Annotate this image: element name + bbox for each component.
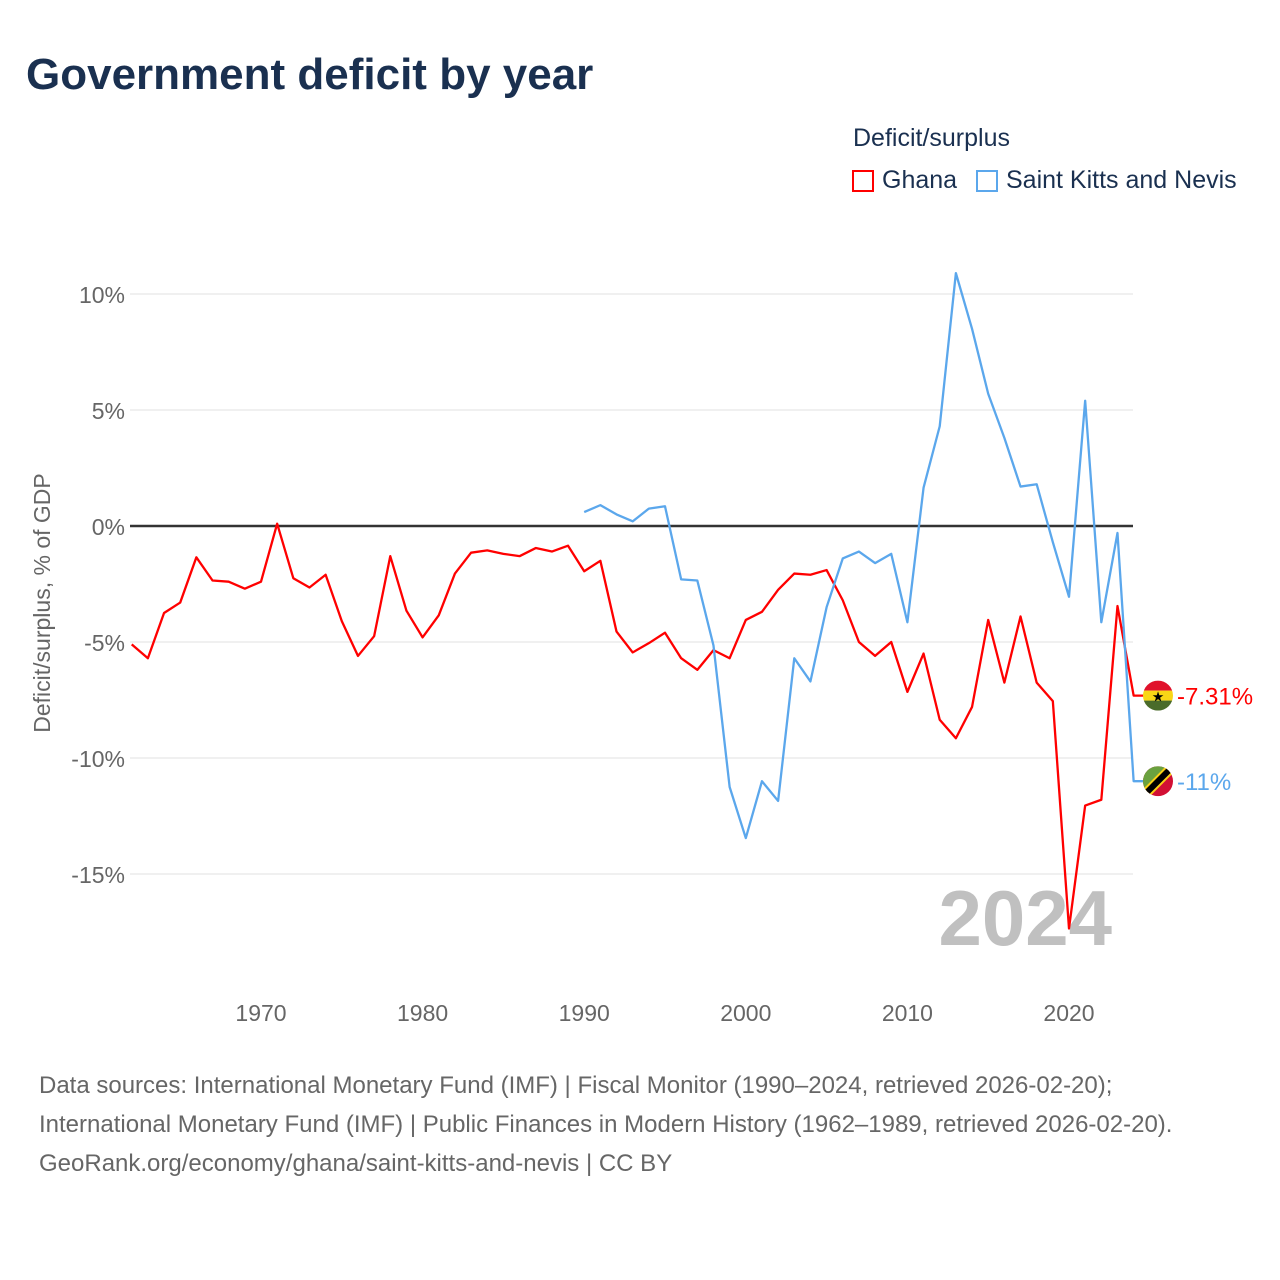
saint-kitts-flag-icon	[1143, 766, 1173, 797]
x-tick-label: 2010	[882, 1000, 933, 1026]
flag-black	[1143, 766, 1173, 797]
legend-swatch-ghana	[852, 169, 874, 192]
legend-item-saint-kitts[interactable]: Saint Kitts and Nevis	[976, 166, 1237, 195]
ghana-flag-icon: ★	[1143, 680, 1173, 711]
y-tick-label: -5%	[84, 630, 125, 656]
flag-stripe	[1143, 680, 1173, 691]
flag-stripe	[1143, 700, 1173, 711]
x-tick-label: 1980	[397, 1000, 448, 1026]
legend-title: Deficit/surplus	[853, 124, 1010, 152]
series-line-ghana	[130, 522, 1144, 930]
end-value-label: -11%	[1177, 769, 1231, 796]
x-tick-label: 2000	[720, 1000, 771, 1026]
legend-item-ghana[interactable]: Ghana	[852, 166, 957, 195]
data-sources: Data sources: International Monetary Fun…	[39, 1072, 1173, 1138]
footer: Data sources: International Monetary Fun…	[39, 1066, 1239, 1183]
y-tick-label: -15%	[71, 862, 125, 888]
chart-title: Government deficit by year	[26, 50, 594, 99]
credit-link[interactable]: GeoRank.org/economy/ghana/saint-kitts-an…	[39, 1150, 673, 1177]
y-axis-title: Deficit/surplus, % of GDP	[29, 473, 55, 732]
x-tick-label: 1990	[559, 1000, 610, 1026]
series-line-saint-kitts	[583, 271, 1144, 840]
y-tick-label: 0%	[92, 514, 125, 540]
legend-label-ghana: Ghana	[882, 166, 958, 194]
y-tick-label: -10%	[71, 746, 125, 772]
year-watermark: 2024	[938, 874, 1112, 962]
x-tick-label: 2020	[1043, 1000, 1094, 1026]
legend-swatch-saint-kitts	[976, 169, 998, 192]
flag-stripe	[1143, 690, 1173, 701]
star-icon: ★	[1152, 689, 1165, 705]
x-tick-label: 1970	[235, 1000, 286, 1026]
y-tick-label: 10%	[79, 282, 125, 308]
legend-label-saint-kitts: Saint Kitts and Nevis	[1006, 166, 1237, 194]
y-tick-label: 5%	[92, 398, 125, 424]
end-value-label: -7.31%	[1177, 684, 1253, 711]
